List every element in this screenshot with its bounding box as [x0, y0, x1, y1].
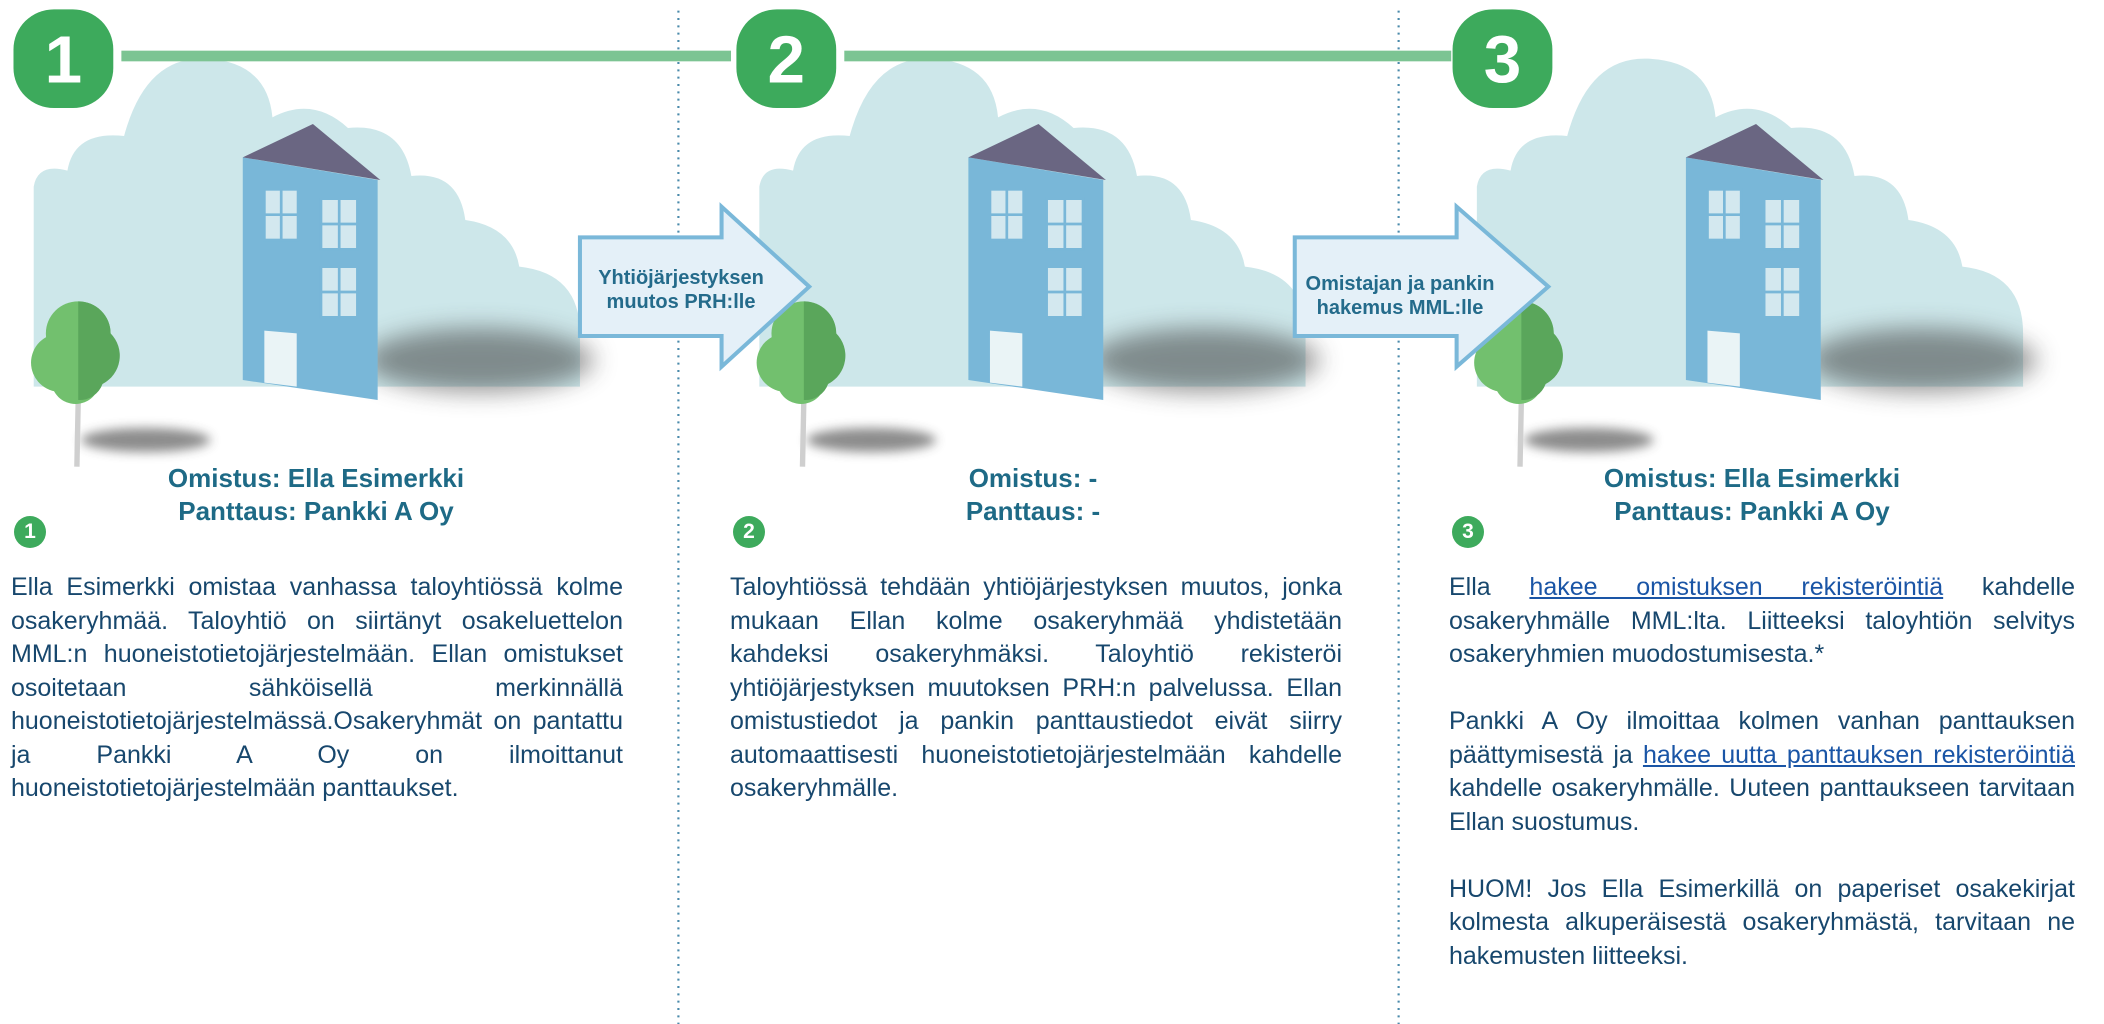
description: Ella Esimerkki omistaa vanhassa taloyhti… [11, 571, 623, 839]
link[interactable]: hakee omistuksen rekisteröintiä [1529, 573, 1943, 601]
timeline-bar [844, 51, 1451, 62]
step-number: 3 [1484, 23, 1522, 98]
caption-line: Panttaus: Pankki A Oy [16, 495, 616, 528]
text: Taloyhtiössä tehdään yhtiöjärjestyksen m… [730, 573, 1342, 802]
scene [31, 59, 593, 467]
page: 123 (() => { const data = JSON.parse(doc… [0, 0, 2104, 1024]
text: kahdelle osakeryhmälle. Uuteen panttauks… [1449, 774, 2075, 836]
paragraph: Taloyhtiössä tehdään yhtiöjärjestyksen m… [730, 571, 1342, 806]
paragraph: Ella Esimerkki omistaa vanhassa taloyhti… [11, 571, 623, 806]
arrow-label-line: Omistajan ja pankin [1290, 272, 1510, 296]
paragraph: Ella hakee omistuksen rekisteröintiä kah… [1449, 571, 2075, 672]
arrow-label-line: Yhtiöjärjestyksen [571, 266, 791, 290]
scene [1474, 59, 2036, 467]
paragraph: Pankki A Oy ilmoittaa kolmen vanhan pant… [1449, 705, 2075, 839]
text: HUOM! Jos Ella Esimerkillä on paperiset … [1449, 875, 2075, 970]
description: Taloyhtiössä tehdään yhtiöjärjestyksen m… [730, 571, 1342, 839]
arrow-label-line: hakemus MML:lle [1290, 296, 1510, 320]
step-number: 1 [45, 23, 83, 98]
step-number: 2 [768, 23, 806, 98]
step-badge-small: 1 [14, 516, 46, 548]
description: Ella hakee omistuksen rekisteröintiä kah… [1449, 571, 2075, 1007]
step-badge-small: 3 [1452, 516, 1484, 548]
caption-line: Panttaus: Pankki A Oy [1452, 495, 2052, 528]
link[interactable]: hakee uutta panttauksen rekisteröintiä [1643, 741, 2075, 769]
caption-line: Omistus: Ella Esimerkki [16, 462, 616, 495]
arrow-label-line: muutos PRH:lle [571, 290, 791, 314]
caption: Omistus: -Panttaus: - [733, 462, 1333, 528]
text: Ella [1449, 573, 1529, 601]
scene [757, 59, 1319, 467]
timeline-bar [121, 51, 731, 62]
caption-line: Omistus: Ella Esimerkki [1452, 462, 2052, 495]
step-badge-small: 2 [733, 516, 765, 548]
text: Ella Esimerkki omistaa vanhassa taloyhti… [11, 573, 623, 802]
caption-line: Panttaus: - [733, 495, 1333, 528]
caption-line: Omistus: - [733, 462, 1333, 495]
paragraph: HUOM! Jos Ella Esimerkillä on paperiset … [1449, 873, 2075, 974]
